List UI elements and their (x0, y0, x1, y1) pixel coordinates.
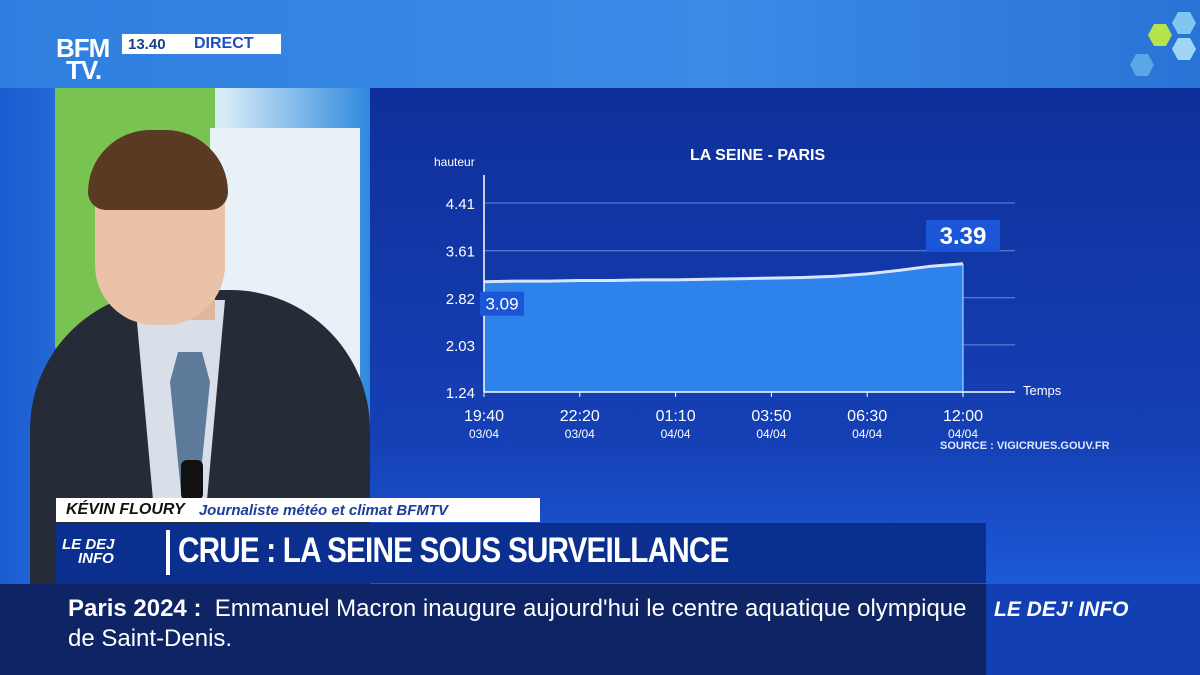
area-fill (484, 263, 963, 392)
start-value-label: 3.09 (485, 295, 518, 314)
presenter-hair (88, 130, 228, 210)
end-value-label: 3.39 (940, 223, 987, 250)
ticker-topic: Paris 2024 : (68, 595, 202, 622)
x-tick-time: 12:00 (943, 408, 983, 425)
x-tick-time: 03:50 (751, 408, 791, 425)
chart-source: SOURCE : VIGICRUES.GOUV.FR (940, 440, 1110, 452)
y-tick-label: 2.82 (446, 291, 475, 308)
x-tick-time: 01:10 (656, 408, 696, 425)
logo-text-tv: TV. (66, 55, 102, 85)
show-logo-line2: INFO (78, 550, 114, 567)
headline: CRUE : LA SEINE SOUS SURVEILLANCE (178, 531, 729, 570)
x-tick-date: 03/04 (469, 427, 499, 441)
start-value-badge (480, 291, 524, 316)
hex-decoration (1172, 38, 1196, 60)
live-badge: 13.40 DIRECT (122, 34, 281, 54)
x-tick-date: 04/04 (852, 427, 882, 441)
live-label: DIRECT (194, 35, 254, 52)
x-tick-date: 04/04 (661, 427, 691, 441)
y-tick-label: 2.03 (446, 338, 475, 355)
hex-decoration (1148, 24, 1172, 46)
x-tick-time: 06:30 (847, 408, 887, 425)
x-tick-date: 04/04 (948, 427, 978, 441)
hex-decoration (1130, 54, 1154, 76)
speaker-name: KÉVIN FLOURY (66, 501, 185, 518)
show-logo: LE DEJ INFO (62, 536, 160, 572)
ticker-body: Emmanuel Macron inaugure aujourd'hui le … (68, 595, 967, 652)
x-tick-time: 22:20 (560, 408, 600, 425)
ticker-text: Paris 2024 : Emmanuel Macron inaugure au… (68, 594, 968, 654)
headline-divider (166, 530, 170, 575)
x-tick-date: 03/04 (565, 427, 595, 441)
y-tick-label: 4.41 (446, 196, 475, 213)
y-axis-label: hauteur (434, 155, 475, 169)
x-tick-date: 04/04 (756, 427, 786, 441)
logo-text-bfm: BFM (56, 33, 110, 63)
y-tick-label: 3.61 (446, 244, 475, 261)
series-line (483, 262, 964, 284)
end-value-badge (926, 219, 1000, 252)
headline-bar (56, 523, 986, 583)
channel-logo: BFM TV. (56, 33, 116, 85)
clock: 13.40 (128, 35, 166, 53)
hex-decoration (1172, 12, 1196, 34)
program-brand: LE DEJ' INFO (986, 584, 1200, 675)
y-tick-label: 1.24 (446, 385, 475, 402)
x-axis-label: Temps (1023, 383, 1062, 398)
name-strip: KÉVIN FLOURY Journaliste météo et climat… (56, 498, 540, 522)
news-ticker: Paris 2024 : Emmanuel Macron inaugure au… (0, 584, 986, 675)
microphone-icon (181, 460, 203, 500)
program-brand-label: LE DEJ' INFO (994, 598, 1129, 621)
x-tick-time: 19:40 (464, 408, 504, 425)
chart-title: LA SEINE - PARIS (690, 147, 826, 164)
speaker-role: Journaliste météo et climat BFMTV (198, 501, 449, 519)
show-logo-line1: LE DEJ (62, 536, 115, 553)
